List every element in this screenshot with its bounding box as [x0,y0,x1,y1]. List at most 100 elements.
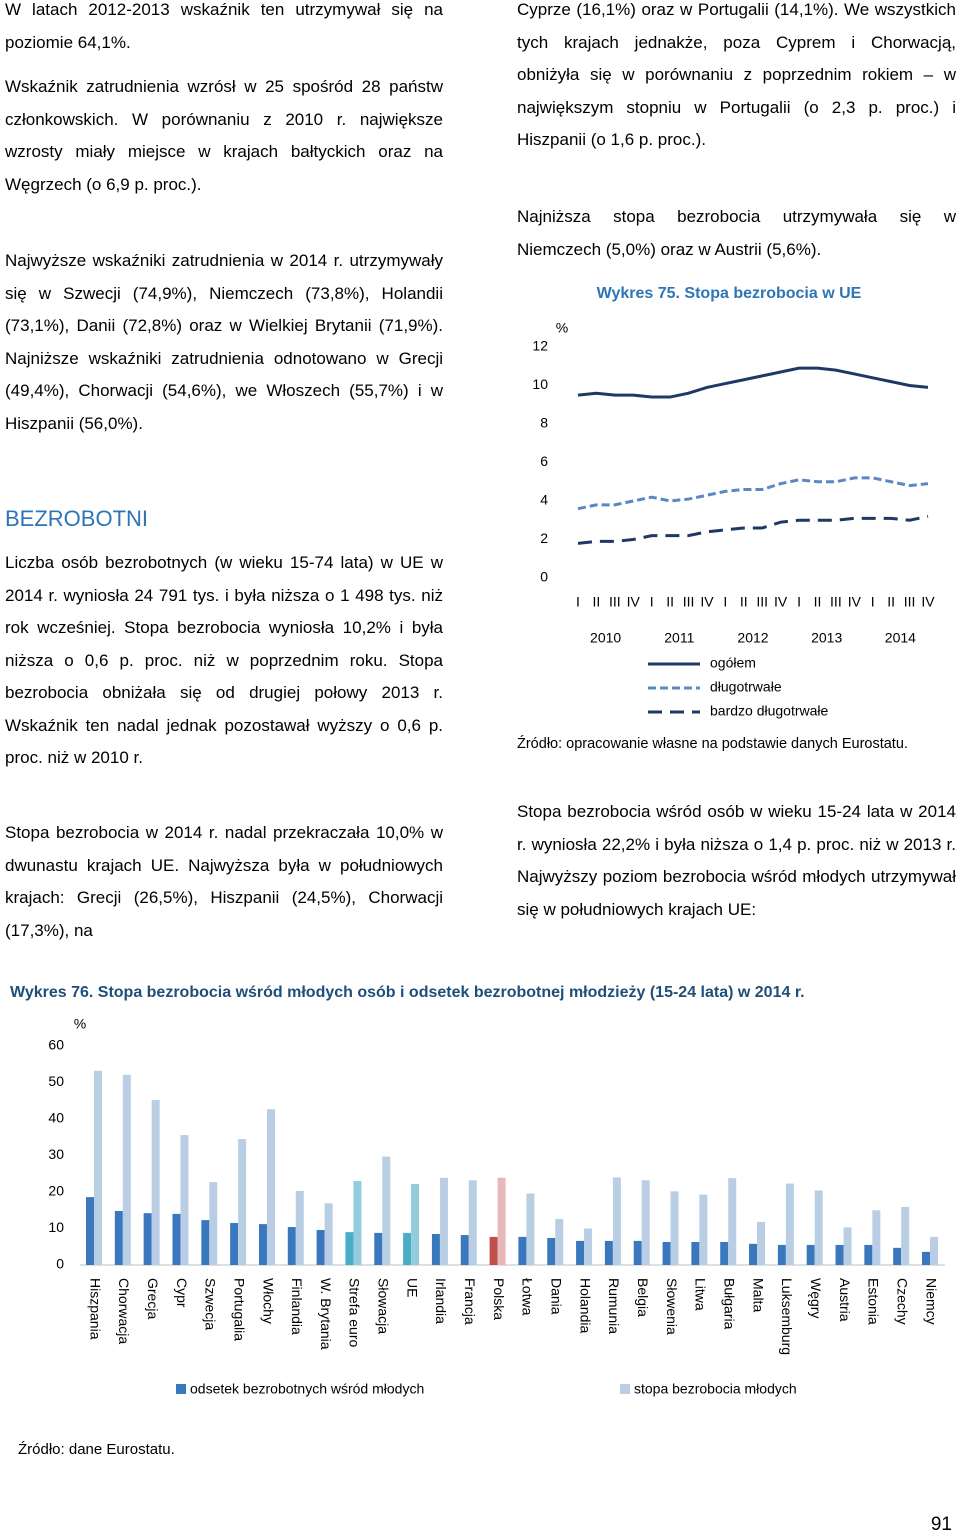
x-tick-label: Bułgaria [722,1278,738,1330]
bar [324,1203,333,1265]
bar [893,1247,902,1265]
bar [180,1135,189,1265]
paragraph: Stopa bezrobocia wśród osób w wieku 15-2… [517,802,956,919]
bar [584,1228,593,1265]
x-tick-label: Malta [750,1278,766,1312]
x-tick-label: Dania [549,1278,565,1315]
x-tick-label: IV [700,594,714,610]
x-tick-label: I [871,594,875,610]
bar [122,1074,131,1265]
x-tick-label: Litwa [693,1278,709,1311]
x-group-label: 2010 [590,630,621,646]
bar [439,1177,448,1265]
x-tick-label: Słowacja [376,1278,392,1334]
bar [201,1220,210,1265]
x-tick-label: I [723,594,727,610]
bar [411,1183,420,1265]
bar [489,1236,498,1265]
x-tick-label: Słowenia [664,1278,680,1335]
bar [749,1243,758,1265]
bar [238,1139,247,1265]
paragraph: Najniższa stopa bezrobocia utrzymywała s… [517,207,956,259]
x-tick-label: I [650,594,654,610]
bar [295,1190,304,1265]
bar [864,1244,873,1265]
x-tick-label: Włochy [260,1278,276,1324]
x-tick-label: Estonia [866,1278,882,1325]
bar [172,1213,181,1265]
bar [497,1177,506,1265]
bar [555,1219,564,1265]
bar [757,1221,766,1265]
bar [872,1210,881,1265]
x-tick-label: III [683,594,695,610]
chart-title: Wykres 75. Stopa bezrobocia w UE [597,285,862,302]
bar [209,1182,218,1265]
bar [468,1180,477,1265]
bar [930,1236,938,1265]
y-tick-label: 60 [48,1037,64,1053]
x-group-label: 2012 [737,630,768,646]
x-tick-label: I [576,594,580,610]
line-series [577,476,929,511]
bar [728,1178,737,1265]
bar [843,1227,852,1265]
y-tick-label: 8 [540,415,548,431]
bar [835,1244,844,1265]
x-tick-label: Holandia [577,1278,593,1333]
y-tick-label: 10 [48,1219,64,1235]
x-group-label: 2013 [811,630,842,646]
paragraph: W latach 2012-2013 wskaźnik ten utrzymyw… [5,0,443,52]
bar [670,1191,679,1265]
bar [922,1251,930,1265]
bar [662,1242,671,1265]
x-tick-label: III [756,594,768,610]
x-tick-label: Węgry [808,1278,824,1318]
paragraph: Stopa bezrobocia w 2014 r. nadal przekra… [5,823,443,940]
x-tick-label: W. Brytania [318,1278,334,1350]
bar [345,1232,354,1265]
bar [814,1190,823,1265]
x-tick-label: II [593,594,601,610]
x-tick-label: III [830,594,842,610]
legend-swatch [176,1384,186,1394]
legend-label: stopa bezrobocia młodych [634,1381,797,1397]
bar [114,1210,123,1265]
legend-label: bardzo długotrwałe [710,703,829,719]
x-tick-label: I [797,594,801,610]
x-group-label: 2014 [885,630,916,646]
y-tick-label: 12 [532,338,548,354]
y-tick-label: 10 [532,376,548,392]
x-tick-label: II [740,594,748,610]
bar [266,1109,275,1265]
bar [901,1206,910,1265]
bar [777,1244,786,1265]
y-tick-label: 4 [540,492,548,508]
x-tick-label: Łotwa [520,1278,536,1316]
bar [547,1237,556,1265]
legend-label: odsetek bezrobotnych wśród młodych [190,1381,424,1397]
x-tick-label: II [666,594,674,610]
x-tick-label: Strefa euro [347,1278,363,1347]
x-tick-label: II [814,594,822,610]
chart-source: Źródło: dane Eurostatu. [18,1441,175,1458]
x-tick-label: Polska [491,1278,507,1320]
bar [612,1177,621,1265]
bar [94,1070,102,1265]
bar [382,1156,391,1265]
bar [353,1181,362,1265]
y-unit: % [74,1016,86,1032]
line-series [577,514,929,545]
bar [699,1194,708,1265]
y-tick-label: 2 [540,530,548,546]
x-group-label: 2011 [664,630,694,646]
x-tick-label: IV [848,594,862,610]
bar [806,1244,815,1265]
bar [720,1242,729,1265]
bar [785,1183,794,1265]
paragraph: Najwyższe wskaźniki zatrudnienia w 2014 … [5,251,443,433]
bar [374,1232,383,1265]
x-tick-label: UE [404,1278,420,1297]
